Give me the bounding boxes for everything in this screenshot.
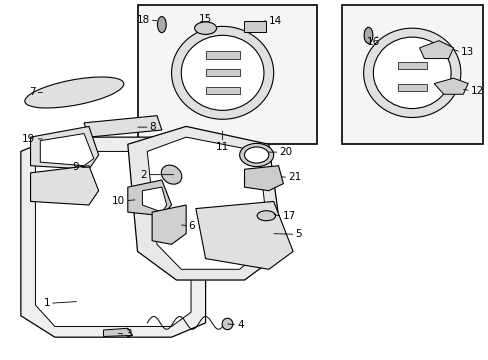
Polygon shape (205, 69, 239, 76)
Ellipse shape (161, 165, 182, 184)
Polygon shape (244, 21, 266, 32)
Ellipse shape (25, 77, 123, 108)
Ellipse shape (222, 318, 232, 330)
Ellipse shape (372, 37, 450, 109)
Polygon shape (196, 202, 292, 269)
Polygon shape (147, 137, 268, 269)
Text: 11: 11 (216, 143, 229, 153)
Polygon shape (40, 134, 94, 166)
Polygon shape (30, 126, 99, 169)
Text: 20: 20 (279, 147, 292, 157)
Ellipse shape (364, 27, 372, 43)
Polygon shape (127, 180, 171, 216)
Text: 19: 19 (22, 134, 35, 144)
Bar (341, 5, 482, 144)
Text: 7: 7 (29, 87, 35, 98)
Text: 1: 1 (43, 298, 50, 308)
Polygon shape (152, 205, 186, 244)
Polygon shape (397, 84, 426, 91)
Text: 13: 13 (460, 47, 473, 57)
Polygon shape (205, 51, 239, 59)
Polygon shape (419, 41, 453, 59)
Text: 10: 10 (112, 196, 125, 206)
Text: 8: 8 (149, 122, 156, 132)
Polygon shape (127, 126, 283, 280)
Polygon shape (142, 187, 166, 212)
Polygon shape (244, 166, 283, 191)
Ellipse shape (257, 211, 275, 221)
Text: 14: 14 (268, 16, 282, 26)
Ellipse shape (157, 17, 166, 33)
Text: 2: 2 (141, 170, 147, 180)
Polygon shape (21, 137, 205, 337)
Ellipse shape (171, 26, 273, 119)
Text: 3: 3 (125, 329, 132, 339)
Ellipse shape (239, 143, 273, 167)
Polygon shape (84, 116, 162, 137)
Polygon shape (35, 152, 191, 327)
Text: 17: 17 (282, 211, 295, 221)
Text: 5: 5 (295, 229, 302, 239)
Polygon shape (397, 62, 426, 69)
Polygon shape (205, 87, 239, 94)
Text: 4: 4 (237, 320, 244, 330)
Ellipse shape (181, 35, 264, 111)
Ellipse shape (194, 22, 216, 35)
Polygon shape (433, 78, 467, 94)
Polygon shape (30, 166, 99, 205)
Bar (137, 5, 317, 144)
Text: 21: 21 (287, 172, 301, 183)
Text: 16: 16 (366, 37, 379, 47)
Ellipse shape (363, 28, 460, 117)
Text: 6: 6 (188, 221, 195, 231)
Polygon shape (103, 328, 132, 337)
Ellipse shape (244, 147, 268, 163)
Text: 12: 12 (469, 86, 483, 96)
Text: 15: 15 (199, 14, 212, 24)
Text: 9: 9 (72, 162, 79, 172)
Text: 18: 18 (136, 15, 149, 25)
